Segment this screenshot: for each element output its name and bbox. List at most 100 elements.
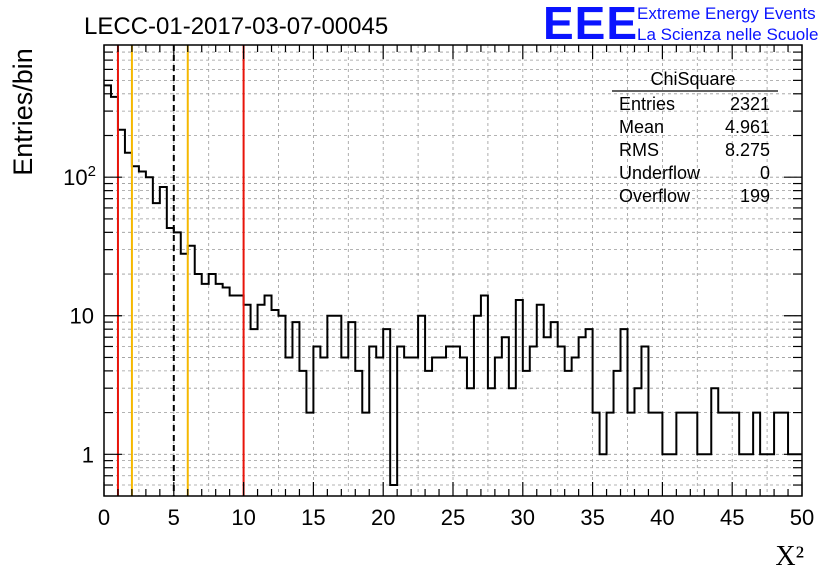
histogram-bin — [376, 357, 383, 496]
logo-line-2: La Scienza nelle Scuole — [637, 25, 818, 44]
histogram-bin — [160, 187, 167, 496]
histogram-bin — [348, 322, 355, 496]
histogram-bin — [125, 153, 132, 496]
histogram-bin — [579, 337, 586, 496]
histogram-bin — [313, 346, 320, 496]
histogram-bin — [453, 346, 460, 496]
histogram-bin — [167, 228, 174, 496]
histogram-bin — [244, 305, 251, 496]
histogram-bin — [230, 296, 237, 496]
stats-value-overflow: 199 — [740, 186, 770, 206]
histogram-bin — [467, 388, 474, 496]
histogram-bin — [432, 357, 439, 496]
stats-value-mean: 4.961 — [725, 117, 770, 137]
histogram-bin — [655, 413, 662, 496]
histogram-bin — [404, 357, 411, 496]
histogram-bin — [446, 346, 453, 496]
histogram-bin — [334, 316, 341, 496]
histogram-bin — [439, 357, 446, 496]
histogram-bin — [628, 413, 635, 496]
histogram-bin — [551, 322, 558, 496]
histogram-bin — [209, 274, 216, 496]
histogram-bin — [390, 485, 397, 496]
histogram-bin — [621, 329, 628, 496]
histogram-bin — [614, 371, 621, 496]
histogram-bin — [146, 177, 153, 496]
histogram-bin — [572, 357, 579, 496]
stats-label-overflow: Overflow — [619, 186, 691, 206]
histogram-bin — [634, 388, 641, 496]
histogram-bin — [132, 166, 139, 496]
axis-ticks: 0 5 10 15 20 25 30 35 40 45 50 1 10 102 — [63, 45, 814, 530]
histogram-bin — [676, 413, 683, 496]
x-tick-label: 35 — [580, 505, 604, 530]
x-tick-label: 10 — [231, 505, 255, 530]
histogram-bin — [104, 85, 111, 496]
histogram-bin — [481, 296, 488, 496]
histogram-bin — [495, 357, 502, 496]
logo-mark: EEE — [543, 0, 638, 49]
histogram-bin — [411, 357, 418, 496]
histogram-bin — [292, 322, 299, 496]
stats-value-entries: 2321 — [730, 94, 770, 114]
y-tick-label: 10 — [70, 304, 94, 329]
x-tick-label: 30 — [511, 505, 535, 530]
stats-label-underflow: Underflow — [619, 163, 701, 183]
histogram-bin — [600, 454, 607, 496]
x-tick-label: 5 — [168, 505, 180, 530]
stats-label-rms: RMS — [619, 140, 659, 160]
histogram-bin — [586, 329, 593, 496]
histogram-bin — [383, 329, 390, 496]
stats-title: ChiSquare — [650, 69, 735, 89]
histogram-bin — [509, 388, 516, 496]
histogram-bin — [299, 371, 306, 496]
histogram-bin — [711, 388, 718, 496]
histogram-bin — [181, 254, 188, 496]
histogram-bin — [593, 413, 600, 496]
x-axis-label: X² — [775, 541, 804, 572]
histogram-bin — [516, 300, 523, 496]
histogram-bin — [732, 413, 739, 496]
histogram-bin — [320, 357, 327, 496]
histogram-bin — [565, 371, 572, 496]
histogram-bin — [223, 287, 230, 496]
histogram-bin — [285, 357, 292, 496]
histogram-bin — [279, 316, 286, 496]
histogram-bin — [174, 232, 181, 496]
histogram-bin — [460, 357, 467, 496]
histogram-outline — [104, 84, 802, 487]
histogram-bin — [237, 296, 244, 496]
histogram-bin — [523, 371, 530, 496]
histogram-bin — [607, 413, 614, 496]
x-tick-label: 15 — [301, 505, 325, 530]
histogram-bin — [139, 171, 146, 496]
stats-value-rms: 8.275 — [725, 140, 770, 160]
histogram-bin — [306, 413, 313, 496]
histogram-bin — [341, 357, 348, 496]
eee-logo: EEE Extreme Energy Events La Scienza nel… — [543, 0, 818, 49]
histogram-bin — [641, 346, 648, 496]
histogram-bin — [746, 454, 753, 496]
grid-lines — [104, 45, 802, 496]
histogram-bin — [690, 413, 697, 496]
histogram-bin — [425, 371, 432, 496]
histogram-bin — [216, 284, 223, 496]
histogram-bin — [767, 454, 774, 496]
y-tick-label: 1 — [82, 442, 94, 467]
histogram-bin — [739, 454, 746, 496]
histogram-bin — [753, 413, 760, 496]
threshold-lines — [116, 45, 245, 496]
stats-box: ChiSquare Entries 2321 Mean 4.961 RMS 8.… — [612, 69, 778, 206]
histogram-bin — [188, 246, 195, 496]
histogram-bin — [544, 337, 551, 496]
histogram-bin — [760, 454, 767, 496]
histogram-bin — [418, 316, 425, 496]
x-tick-label: 40 — [650, 505, 674, 530]
chart-title: LECC-01-2017-03-07-00045 — [84, 13, 388, 40]
histogram-bin — [265, 296, 272, 496]
y-axis-label: Entries/bin — [8, 48, 38, 176]
histogram-bin — [774, 413, 781, 496]
stats-label-entries: Entries — [619, 94, 675, 114]
y-tick-label: 102 — [63, 163, 96, 190]
histogram-bin — [662, 454, 669, 496]
